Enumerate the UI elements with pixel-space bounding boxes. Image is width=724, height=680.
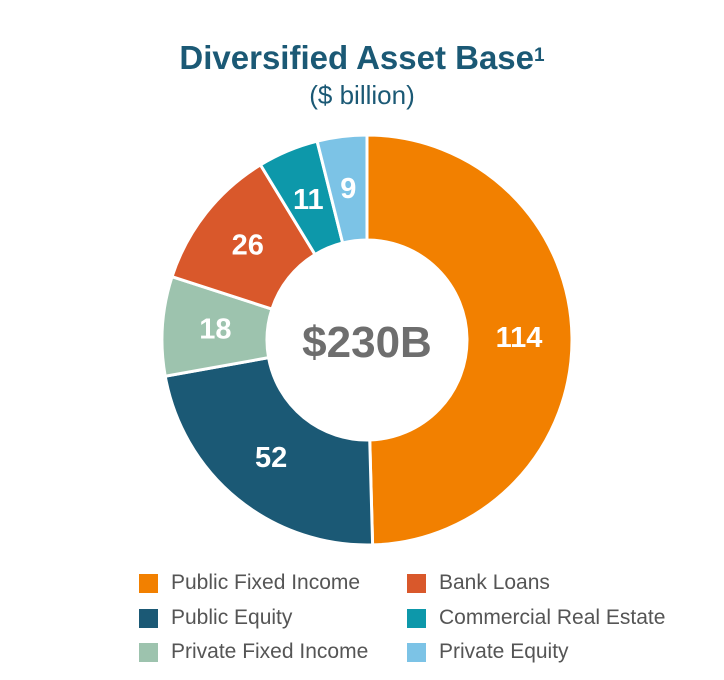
donut-slice-public-fixed-income bbox=[365, 133, 574, 547]
donut-slice-public-equity bbox=[163, 355, 375, 547]
legend-swatch bbox=[139, 608, 158, 628]
legend-item-private-equity: Private Equity bbox=[407, 637, 569, 667]
chart-header: Diversified Asset Base1 ($ billion) bbox=[0, 38, 724, 110]
legend-item-commercial-real-estate: Commercial Real Estate bbox=[407, 603, 665, 633]
legend-swatch bbox=[139, 642, 158, 662]
slice-value-label-public-fixed-income: 114 bbox=[496, 322, 543, 354]
legend-label: Commercial Real Estate bbox=[439, 606, 666, 629]
legend-label: Public Equity bbox=[171, 606, 293, 629]
slice-value-label-private-equity: 9 bbox=[340, 173, 356, 205]
legend-item-private-fixed-income: Private Fixed Income bbox=[139, 637, 368, 667]
slice-value-label-private-fixed-income: 18 bbox=[199, 314, 231, 346]
donut-slices bbox=[160, 133, 574, 547]
legend-label: Private Fixed Income bbox=[171, 640, 369, 663]
slice-value-label-commercial-real-estate: 11 bbox=[293, 184, 324, 216]
legend-swatch bbox=[139, 573, 158, 593]
chart-title-text: Diversified Asset Base bbox=[179, 39, 535, 76]
slice-value-label-bank-loans: 26 bbox=[232, 230, 264, 262]
donut-slice-labels: 114 52 18 26 11 9 bbox=[199, 173, 542, 474]
legend-swatch bbox=[407, 642, 426, 662]
donut-center-total: $230B bbox=[302, 318, 432, 367]
chart-title: Diversified Asset Base1 bbox=[0, 38, 724, 78]
legend-swatch bbox=[407, 573, 426, 593]
donut-chart: 114 52 18 26 11 9 $230B bbox=[160, 133, 574, 547]
legend-label: Private Equity bbox=[439, 640, 569, 663]
title-footnote-marker: 1 bbox=[534, 45, 545, 66]
legend-swatch bbox=[407, 608, 426, 628]
legend-item-bank-loans: Bank Loans bbox=[407, 568, 550, 598]
legend-item-public-fixed-income: Public Fixed Income bbox=[139, 568, 360, 598]
slice-value-label-public-equity: 52 bbox=[255, 442, 287, 474]
legend-label: Bank Loans bbox=[439, 571, 550, 594]
legend-item-public-equity: Public Equity bbox=[139, 603, 292, 633]
legend-label: Public Fixed Income bbox=[171, 571, 361, 594]
donut-slice-private-equity bbox=[315, 133, 369, 245]
chart-subtitle: ($ billion) bbox=[309, 80, 415, 110]
